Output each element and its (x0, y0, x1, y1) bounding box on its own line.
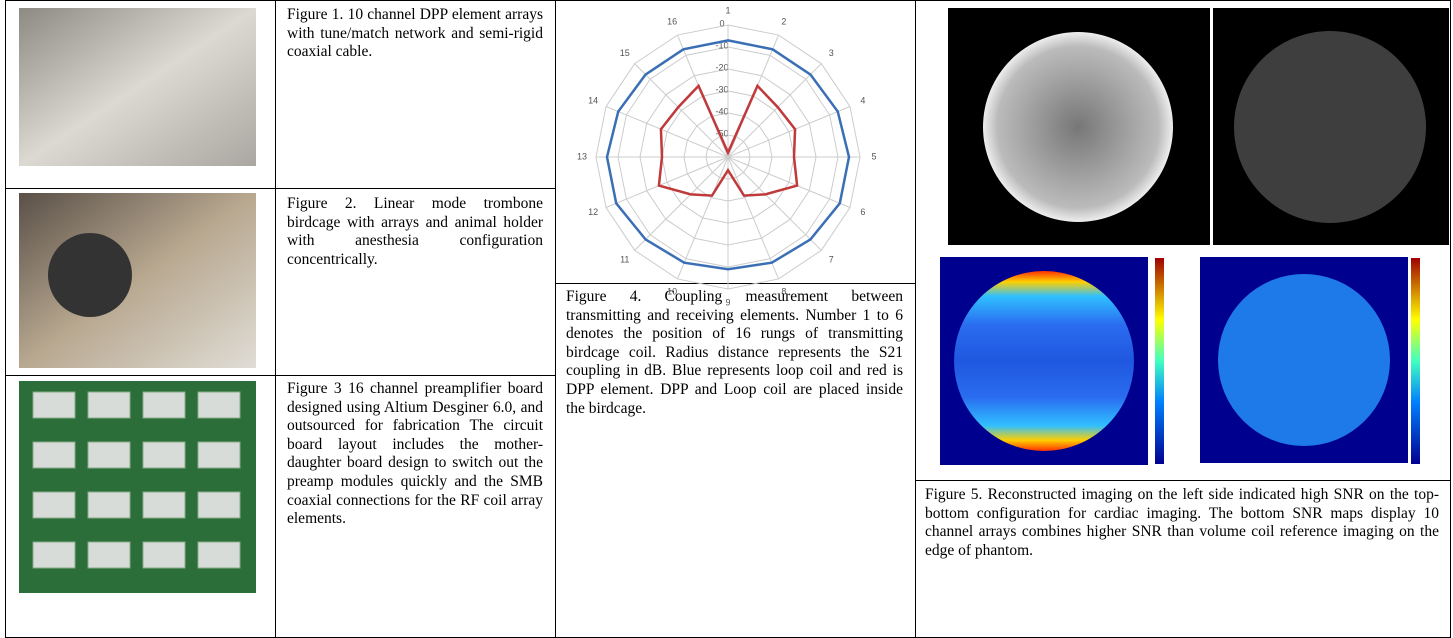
module (88, 492, 130, 518)
module (198, 492, 240, 518)
category-label: 2 (781, 16, 786, 26)
module (143, 442, 185, 468)
module (143, 392, 185, 418)
module (143, 492, 185, 518)
module (198, 542, 240, 568)
category-label: 7 (829, 255, 834, 265)
photo-detail (48, 233, 132, 317)
module (88, 542, 130, 568)
spoke (635, 64, 728, 157)
module (198, 392, 240, 418)
spoke (728, 64, 821, 157)
r-tick-label: -40 (715, 106, 728, 116)
category-label: 5 (871, 151, 876, 161)
r-tick-label: -30 (715, 84, 728, 94)
category-label: 15 (620, 48, 630, 58)
figure-caption: Figure 3 16 channel preamplifier board d… (287, 380, 543, 529)
module (88, 442, 130, 468)
module (33, 542, 75, 568)
r-tick-label: 0 (719, 18, 724, 28)
module (33, 392, 75, 418)
figure-caption: Figure 4. Coupling measurement between t… (566, 288, 903, 418)
module (33, 442, 75, 468)
module (33, 492, 75, 518)
module (88, 392, 130, 418)
category-label: 14 (588, 96, 598, 106)
figure-caption: Figure 5. Reconstructed imaging on the l… (925, 486, 1439, 560)
module (143, 542, 185, 568)
category-label: 11 (620, 255, 629, 265)
photo-preamp-board (19, 381, 256, 593)
category-label: 1 (725, 5, 730, 15)
category-label: 12 (588, 207, 598, 217)
module (198, 442, 240, 468)
mr-images (940, 8, 1449, 465)
figure-caption: Figure 2. Linear mode trombone birdcage … (287, 195, 543, 269)
category-label: 3 (829, 48, 834, 58)
spoke (635, 157, 728, 250)
r-tick-label: -20 (715, 62, 728, 72)
page: 0-10-20-30-40-5012345678910111213141516 … (0, 0, 1453, 638)
category-label: 16 (667, 16, 677, 26)
category-label: 13 (577, 151, 587, 161)
category-label: 4 (860, 96, 865, 106)
photo-dpp-array (19, 8, 256, 166)
figure-caption: Figure 1. 10 channel DPP element arrays … (287, 6, 543, 62)
spoke (728, 157, 821, 250)
category-label: 6 (860, 207, 865, 217)
